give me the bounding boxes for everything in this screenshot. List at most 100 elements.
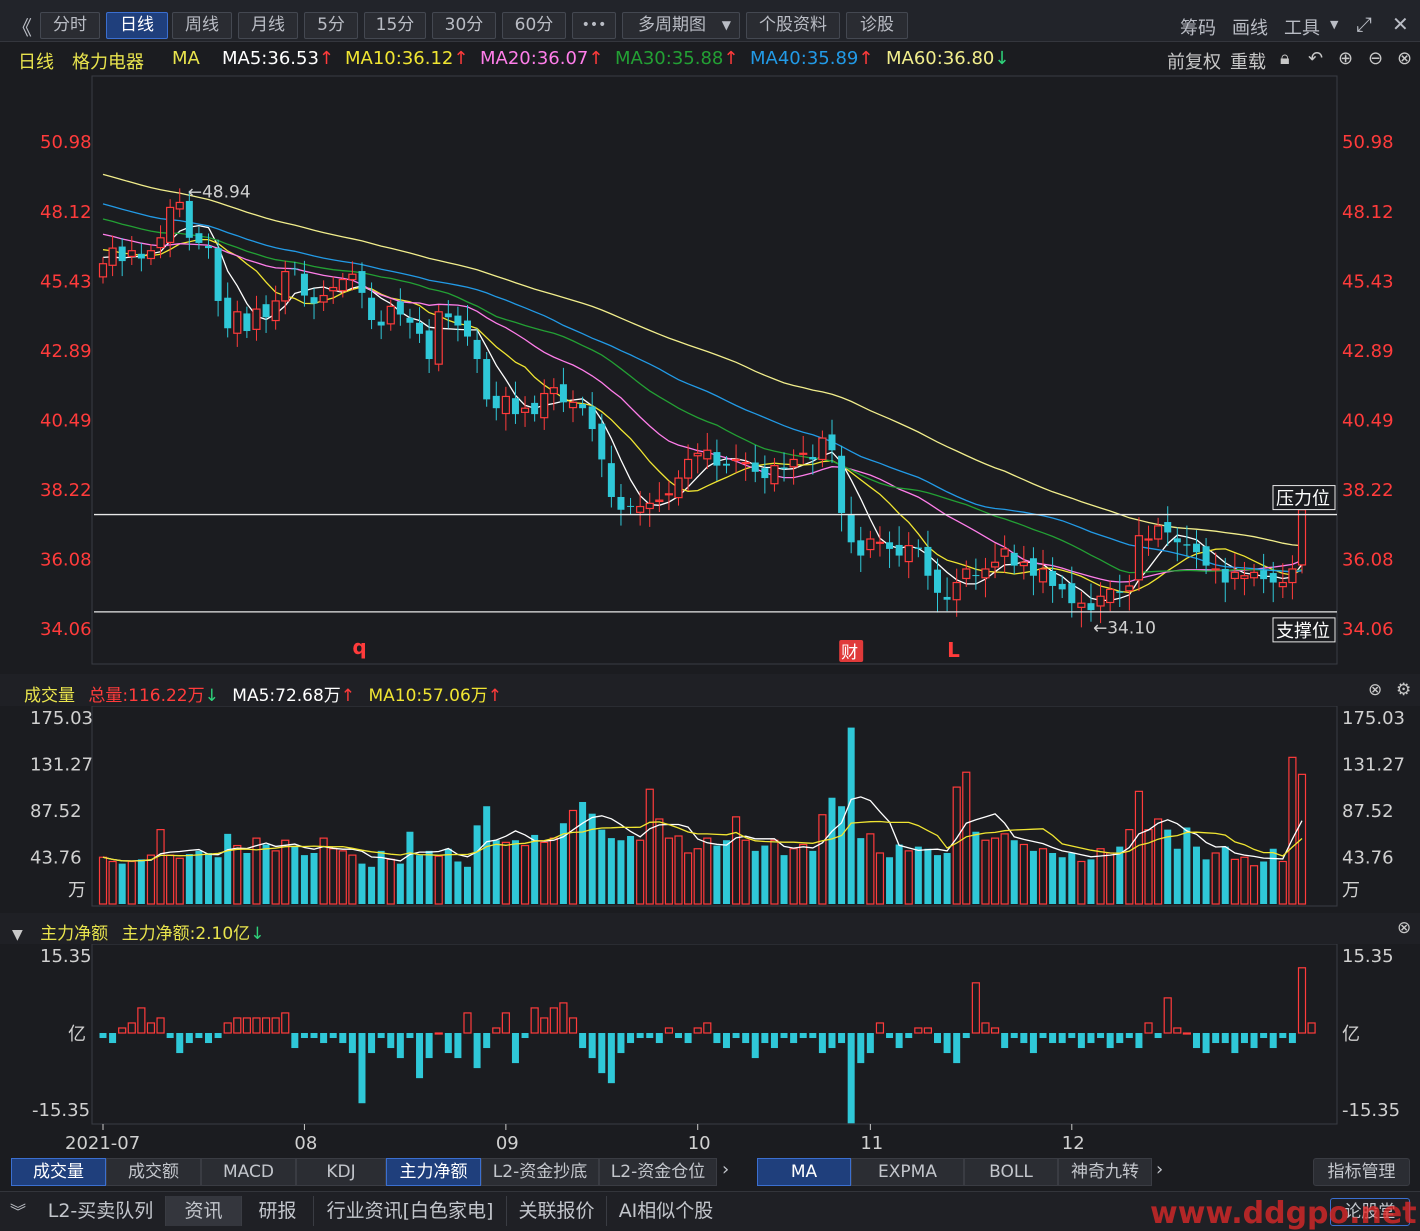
marker-l: L — [947, 638, 960, 662]
volume-bar — [473, 825, 481, 904]
candle-body-down — [809, 456, 817, 460]
kline-chart[interactable]: 50.98 50.98 48.12 48.12 45.43 45.43 42.89 42.89… — [0, 0, 1420, 1155]
candle-body-down — [751, 462, 759, 472]
flow-bar — [118, 1027, 127, 1034]
stock-info-button[interactable]: 个股资料 — [746, 12, 840, 39]
tab-main-flow[interactable]: 主力净额 — [386, 1158, 481, 1186]
chips-button[interactable]: 筹码 — [1180, 18, 1216, 39]
forum-button[interactable]: 论股堂 — [1330, 1198, 1410, 1226]
tab-macd[interactable]: MACD — [201, 1158, 296, 1186]
volume-bar — [195, 850, 203, 904]
close-icon[interactable]: ✕ — [1392, 12, 1409, 36]
flow-bar — [185, 1033, 193, 1044]
candle-body-up — [952, 581, 961, 601]
candle-body-up — [175, 201, 184, 210]
candle-body-down — [1183, 544, 1191, 546]
flow-bar — [809, 1033, 817, 1039]
tab-news[interactable]: 资讯 — [166, 1196, 242, 1226]
candle-body-up — [703, 449, 712, 460]
x-tick-label: 12 — [1062, 1133, 1085, 1154]
close-panel-icon[interactable]: ⊗ — [1397, 48, 1413, 69]
zoom-out-icon[interactable]: ⊖ — [1368, 48, 1384, 69]
candle-body-up — [1106, 588, 1115, 604]
candle-body-down — [137, 253, 145, 259]
tab-ai-similar[interactable]: AI相似个股 — [618, 1200, 714, 1222]
flow-tick-top-left: 15.35 — [40, 946, 92, 967]
tab-5min[interactable]: 5分 — [304, 12, 358, 39]
tab-kdj[interactable]: KDJ — [296, 1158, 386, 1186]
flow-bar — [875, 1022, 885, 1034]
tab-research[interactable]: 研报 — [242, 1196, 314, 1226]
candle-body-up — [655, 499, 664, 503]
adjust-button[interactable]: 前复权 — [1167, 52, 1221, 73]
tab-l2-position[interactable]: L2-资金仓位 — [599, 1158, 717, 1186]
indicator-manage-button[interactable]: 指标管理 — [1313, 1158, 1410, 1186]
volume-settings-icon[interactable]: ⚙ — [1396, 680, 1412, 700]
tools-button[interactable]: 工具 — [1284, 18, 1320, 39]
candle-body-up — [281, 270, 290, 302]
back-icon[interactable]: 《 — [12, 16, 32, 40]
lock-icon[interactable]: 🔒︎ — [1280, 48, 1290, 69]
price-tick-left: 34.06 — [40, 619, 92, 640]
up-arrow-icon: ↑ — [588, 48, 604, 69]
tab-volume[interactable]: 成交量 — [11, 1158, 106, 1186]
tab-expma[interactable]: EXPMA — [851, 1158, 964, 1186]
fullscreen-icon[interactable]: ⤢ — [1356, 12, 1372, 36]
volume-bar — [166, 854, 175, 905]
flow-bar — [1221, 1033, 1229, 1044]
diagnose-button[interactable]: 诊股 — [846, 12, 908, 39]
candle-body-up — [981, 568, 990, 579]
chevron-right-icon[interactable]: › — [722, 1159, 730, 1180]
tab-monthly[interactable]: 月线 — [238, 12, 298, 39]
draw-line-button[interactable]: 画线 — [1232, 18, 1268, 39]
price-tick-right: 34.06 — [1342, 619, 1394, 640]
tab-amount[interactable]: 成交额 — [106, 1158, 201, 1186]
flow-bar — [818, 1033, 826, 1054]
candle-body-up — [875, 541, 885, 544]
tab-30min[interactable]: 30分 — [432, 12, 496, 39]
flow-bar — [1182, 1032, 1191, 1035]
tab-nine-turn[interactable]: 神奇九转 — [1058, 1158, 1152, 1186]
tab-weekly[interactable]: 周线 — [172, 12, 232, 39]
tab-minute[interactable]: 分时 — [40, 12, 100, 39]
tools-dropdown-icon[interactable]: ▼ — [1330, 18, 1339, 31]
tab-boll[interactable]: BOLL — [964, 1158, 1058, 1186]
flow-bar — [99, 1033, 107, 1039]
x-tick-label: 2021-07 — [65, 1133, 140, 1154]
tab-industry-news[interactable]: 行业资讯[白色家电] — [314, 1196, 507, 1226]
ma-label: MA — [172, 48, 200, 69]
volume-bar — [972, 831, 980, 904]
volume-bar — [146, 854, 156, 905]
more-button[interactable]: ••• — [572, 12, 616, 39]
flow-bar — [387, 1033, 395, 1049]
volume-close-icon[interactable]: ⊗ — [1368, 680, 1383, 700]
flow-close-icon[interactable]: ⊗ — [1397, 918, 1412, 938]
collapse-icon[interactable]: ▼ — [12, 927, 23, 943]
chevron-right-icon[interactable]: › — [1156, 1159, 1164, 1180]
volume-bar — [847, 727, 855, 904]
volume-bar — [1202, 859, 1210, 904]
candle-body-down — [262, 304, 270, 318]
tab-ma[interactable]: MA — [757, 1158, 851, 1186]
volume-tick-left: 175.03 — [30, 708, 93, 729]
tab-15min[interactable]: 15分 — [364, 12, 426, 39]
flow-bar — [607, 1033, 615, 1084]
expand-icon[interactable]: ︾ — [10, 1202, 27, 1221]
flow-bar — [1240, 1033, 1248, 1044]
multi-period-button[interactable]: 多周期图 ▼ — [622, 12, 740, 39]
price-tick-left: 42.89 — [40, 341, 92, 362]
tab-l2-bottom[interactable]: L2-资金抄底 — [481, 1158, 599, 1186]
candle-body-down — [1029, 558, 1037, 576]
ma5-text: MA5:36.53 — [222, 48, 319, 69]
tab-related-quotes[interactable]: 关联报价 — [507, 1196, 607, 1226]
volume-bar — [722, 840, 730, 904]
undo-icon[interactable]: ↶ — [1308, 48, 1324, 69]
tab-l2-queue[interactable]: L2-买卖队列 — [36, 1196, 166, 1226]
candle-body-up — [1154, 525, 1163, 540]
reload-button[interactable]: 重载 — [1230, 52, 1266, 73]
tab-daily[interactable]: 日线 — [106, 12, 168, 39]
zoom-in-icon[interactable]: ⊕ — [1338, 48, 1354, 69]
tab-60min[interactable]: 60分 — [502, 12, 566, 39]
candle-body-down — [358, 271, 366, 293]
flow-bar — [732, 1033, 740, 1039]
